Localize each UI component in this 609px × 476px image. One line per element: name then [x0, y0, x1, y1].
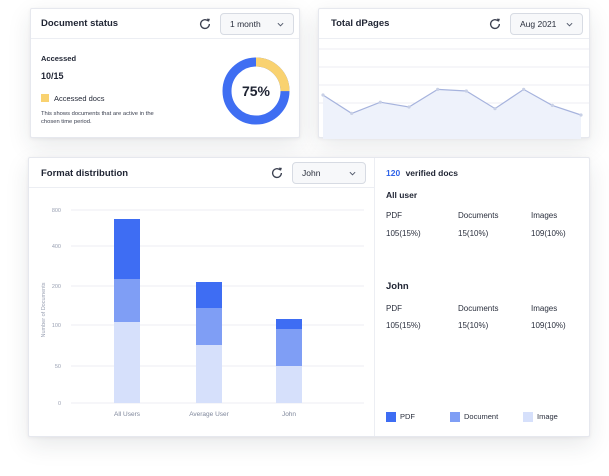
- refresh-icon[interactable]: [488, 17, 502, 31]
- user-dropdown[interactable]: John: [292, 162, 366, 184]
- accessed-docs-label: Accessed docs: [54, 94, 105, 103]
- y-tick-label: 100: [52, 323, 61, 329]
- total-dpages-card: Total dPages Aug 2021: [318, 8, 590, 139]
- table-value-pdf: 105(15%): [386, 229, 421, 238]
- table-value-images: 109(10%): [531, 321, 566, 330]
- legend-swatch-document: [450, 412, 460, 422]
- bar-segment-pdf[interactable]: [276, 319, 302, 329]
- verified-count: 120: [386, 168, 401, 178]
- table-header-pdf: PDF: [386, 211, 402, 220]
- refresh-icon[interactable]: [270, 166, 284, 180]
- donut-remaining-arc: [222, 57, 290, 125]
- x-category-label: All Users: [114, 411, 141, 418]
- section-title: All user: [386, 190, 418, 200]
- chevron-down-icon: [277, 22, 284, 27]
- status-note: This shows documents that are active in …: [41, 111, 154, 125]
- dpages-point: [321, 93, 325, 97]
- x-category-label: Average User: [189, 411, 229, 418]
- table-header-documents: Documents: [458, 211, 499, 220]
- y-axis-label: Number of Documents: [41, 282, 47, 337]
- format-distribution-card: Format distribution John 0 50 100 200 400 800…: [28, 157, 590, 437]
- month-dropdown[interactable]: Aug 2021: [510, 13, 583, 35]
- bar-segment-document[interactable]: [276, 329, 302, 366]
- dpages-point: [493, 107, 497, 111]
- period-dropdown-label: 1 month: [230, 19, 261, 29]
- month-dropdown-label: Aug 2021: [520, 19, 557, 29]
- donut-percent: 75%: [242, 83, 271, 99]
- dpages-area: [323, 89, 581, 139]
- panel-divider: [374, 158, 375, 436]
- card-header-divider: [29, 187, 374, 188]
- table-value-documents: 15(10%): [458, 321, 489, 330]
- bar-segment-image[interactable]: [276, 366, 302, 403]
- legend-label-document: Document: [464, 412, 499, 421]
- user-dropdown-label: John: [302, 168, 321, 178]
- y-tick-label: 800: [52, 208, 61, 214]
- dpages-point: [464, 89, 468, 93]
- dpages-point: [579, 113, 583, 117]
- legend-swatch-pdf: [386, 412, 396, 422]
- dpages-point: [522, 87, 526, 91]
- card-header-divider: [31, 38, 299, 39]
- legend-swatch-image: [523, 412, 533, 422]
- bar-segment-pdf[interactable]: [114, 219, 140, 279]
- chevron-down-icon: [566, 22, 573, 27]
- table-header-pdf: PDF: [386, 304, 402, 313]
- refresh-icon[interactable]: [198, 17, 212, 31]
- document-status-card: Document status 1 month Accessed 10/15 A…: [30, 8, 300, 138]
- accessed-label: Accessed: [41, 54, 77, 63]
- chevron-down-icon: [349, 171, 356, 176]
- verified-docs-header: 120 verified docs: [386, 168, 458, 178]
- x-category-label: John: [282, 411, 296, 418]
- bar-segment-image[interactable]: [196, 345, 222, 403]
- dpages-point: [350, 111, 354, 115]
- dpages-point: [407, 105, 411, 109]
- bar-segment-image[interactable]: [114, 322, 140, 403]
- y-tick-label: 400: [52, 244, 61, 250]
- table-value-images: 109(10%): [531, 229, 566, 238]
- total-dpages-title: Total dPages: [331, 18, 390, 29]
- format-distribution-title: Format distribution: [41, 168, 129, 179]
- dpages-point: [436, 87, 440, 91]
- accessed-value: 10/15: [41, 71, 64, 81]
- verified-label: verified docs: [405, 168, 458, 178]
- table-header-images: Images: [531, 211, 558, 220]
- table-value-documents: 15(10%): [458, 229, 489, 238]
- dpages-point: [550, 103, 554, 107]
- format-bar-chart: 0 50 100 200 400 800 All Users Average User John…: [41, 208, 364, 418]
- document-status-title: Document status: [41, 18, 119, 29]
- y-tick-label: 200: [52, 284, 61, 290]
- table-header-images: Images: [531, 304, 558, 313]
- y-tick-label: 0: [58, 401, 61, 407]
- table-value-pdf: 105(15%): [386, 321, 421, 330]
- legend-label-pdf: PDF: [400, 412, 415, 421]
- period-dropdown[interactable]: 1 month: [220, 13, 294, 35]
- y-tick-label: 50: [55, 364, 61, 370]
- table-header-documents: Documents: [458, 304, 499, 313]
- status-donut: 75%: [222, 57, 290, 125]
- bar-segment-document[interactable]: [114, 279, 140, 322]
- accessed-docs-swatch: [41, 94, 49, 102]
- card-header-divider: [319, 38, 589, 39]
- bar-segment-document[interactable]: [196, 308, 222, 345]
- section-title: John: [386, 281, 409, 292]
- legend-label-image: Image: [537, 412, 558, 421]
- dpages-line: [322, 88, 582, 116]
- dpages-line-chart: [319, 48, 589, 139]
- bar-segment-pdf[interactable]: [196, 282, 222, 308]
- dpages-point: [378, 100, 382, 104]
